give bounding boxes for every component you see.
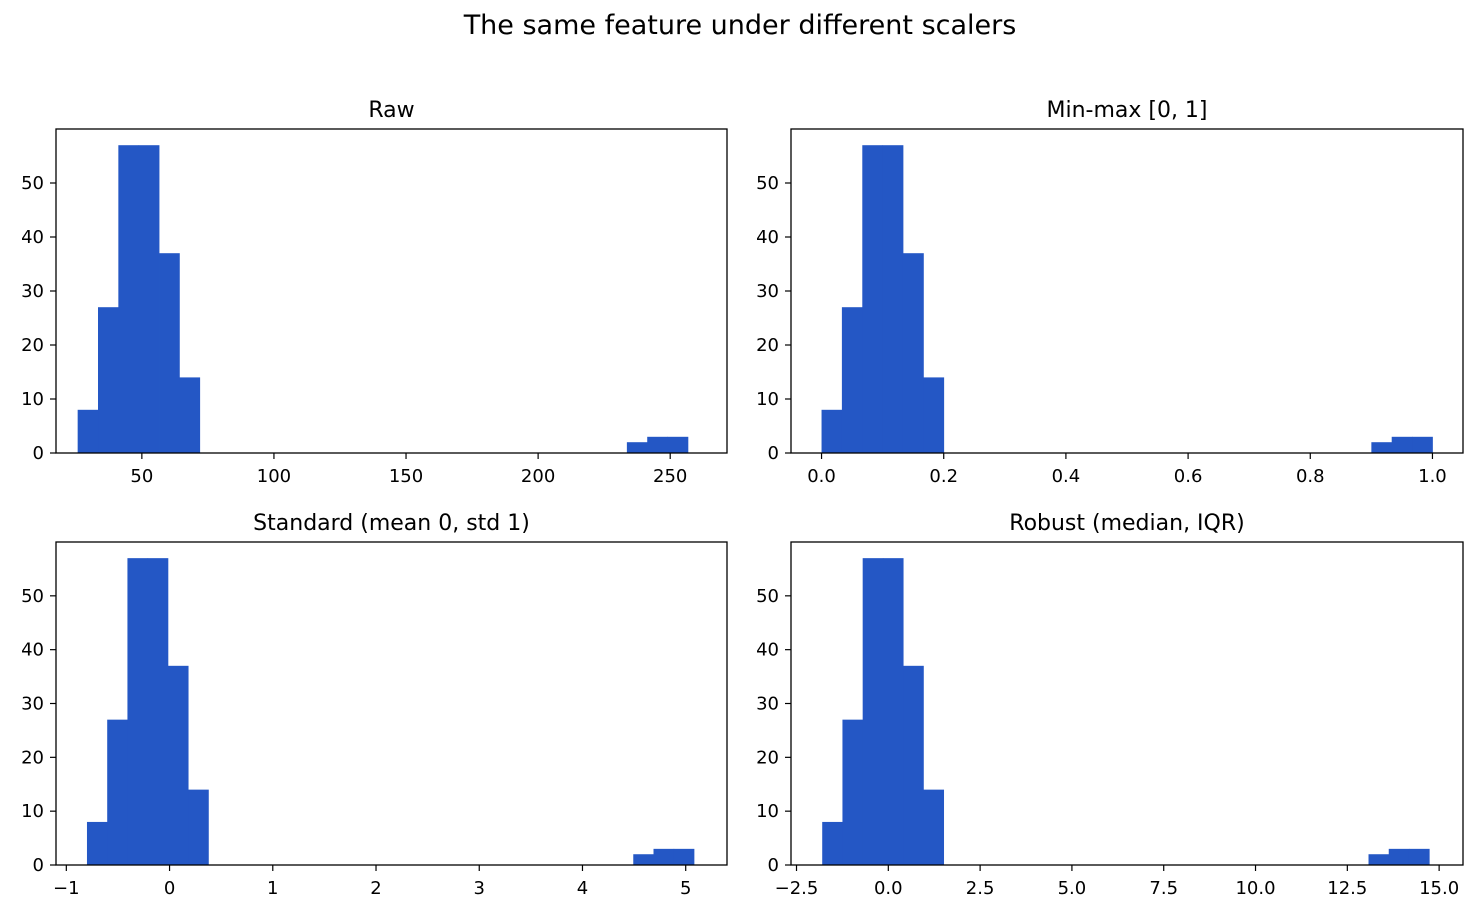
chart-title: Min-max [0, 1] [1046,98,1207,123]
histogram-bar [159,253,180,453]
histogram-bar [923,789,945,865]
x-tick-label: 10.0 [1235,878,1275,899]
x-tick-label: 0.0 [874,878,903,899]
histogram-bar [98,307,119,453]
y-tick-label: 50 [756,173,779,194]
y-tick-label: 10 [21,389,44,410]
histogram-bar [923,377,945,453]
x-tick-label: 3 [474,878,485,899]
y-tick-label: 20 [21,747,44,768]
histogram-bar [167,665,189,865]
x-tick-label: 2 [370,878,381,899]
x-tick-label: −2.5 [775,878,819,899]
histogram-bar [107,719,128,865]
chart-panel-3: Standard (mean 0, std 1)−1 0 1 2 3 4 501020304… [21,511,728,899]
y-tick-label: 50 [21,586,44,607]
y-tick-label: 20 [756,335,779,356]
y-tick-label: 20 [756,747,779,768]
histogram-bar [626,442,648,453]
y-tick-label: 10 [756,389,779,410]
y-tick-label: 40 [756,640,779,661]
histogram-bar [841,307,863,453]
y-tick-label: 30 [756,694,779,715]
x-tick-label: 2.5 [966,878,995,899]
histogram-bar [822,821,843,865]
y-tick-label: 40 [756,227,779,248]
histogram-bar [667,436,689,453]
histogram-bar [118,145,140,453]
y-tick-label: 0 [768,443,779,464]
x-tick-label: 0.2 [929,466,958,487]
figure-title: The same feature under different scalers [463,10,1017,41]
x-tick-label: 0.8 [1296,466,1325,487]
y-tick-label: 20 [21,335,44,356]
x-tick-label: 150 [389,466,423,487]
x-tick-label: 4 [577,878,588,899]
histogram-bar [1371,442,1393,453]
x-tick-label: 1.0 [1418,466,1447,487]
histogram-bar [903,665,924,865]
x-tick-label: 50 [130,466,153,487]
histogram-bar [882,145,904,453]
x-tick-label: 15.0 [1419,878,1459,899]
y-tick-label: 50 [756,586,779,607]
chart-panel-4: Robust (median, IQR) −2.5 0.0 2.5 5.0 7.5 10.0… [756,511,1464,899]
chart-panel-2: Min-max [0, 1] 0.0 0.2 0.4 0.6 0.8 1.0 0 10 20 30 4… [756,98,1464,487]
y-tick-label: 40 [21,640,44,661]
histogram-bar [188,789,209,865]
histogram-bar [633,854,654,865]
x-tick-label: −1 [53,878,80,899]
x-tick-label: 200 [521,466,555,487]
x-tick-label: 1 [267,878,278,899]
x-tick-label: 0.6 [1174,466,1203,487]
y-tick-label: 50 [21,173,44,194]
y-tick-label: 0 [33,855,44,876]
histogram-bar [647,436,668,453]
x-tick-label: 5 [680,878,691,899]
x-tick-label: 100 [257,466,291,487]
histogram-bar [862,145,884,453]
histogram-bar [673,848,695,865]
histogram-bar [821,409,843,453]
histogram-bar [127,558,149,865]
histogram-bar [138,145,160,453]
histogram-bar [1408,848,1430,865]
histogram-bar [842,719,864,865]
y-tick-label: 30 [21,694,44,715]
x-tick-label: 0.0 [807,466,836,487]
histogram-bar [147,558,169,865]
y-tick-label: 0 [768,855,779,876]
histogram-bar [862,558,884,865]
histogram-bar [1368,854,1390,865]
histogram-bar [86,821,108,865]
x-tick-label: 5.0 [1058,878,1087,899]
x-tick-label: 0 [164,878,175,899]
x-tick-label: 7.5 [1149,878,1178,899]
histogram-bar [1412,436,1433,453]
histogram-bar [902,253,924,453]
x-tick-label: 12.5 [1327,878,1367,899]
y-tick-label: 10 [21,801,44,822]
y-tick-label: 40 [21,227,44,248]
y-tick-label: 0 [33,443,44,464]
histogram-bar [179,377,201,453]
x-tick-label: 0.4 [1052,466,1081,487]
chart-panel-1: Raw 50 100 150 200 250 0 10 20 30 40 50 [21,98,728,487]
chart-title: Robust (median, IQR) [1009,511,1244,536]
y-tick-label: 10 [756,801,779,822]
x-tick-label: 250 [653,466,687,487]
chart-title: Raw [368,98,414,123]
y-tick-label: 30 [756,281,779,302]
y-tick-label: 30 [21,281,44,302]
histogram-bar [77,409,99,453]
chart-title: Standard (mean 0, std 1) [253,511,530,536]
histogram-bar [1388,848,1410,865]
histogram-bar [1391,436,1413,453]
histogram-bar [882,558,904,865]
histogram-bar [653,848,675,865]
